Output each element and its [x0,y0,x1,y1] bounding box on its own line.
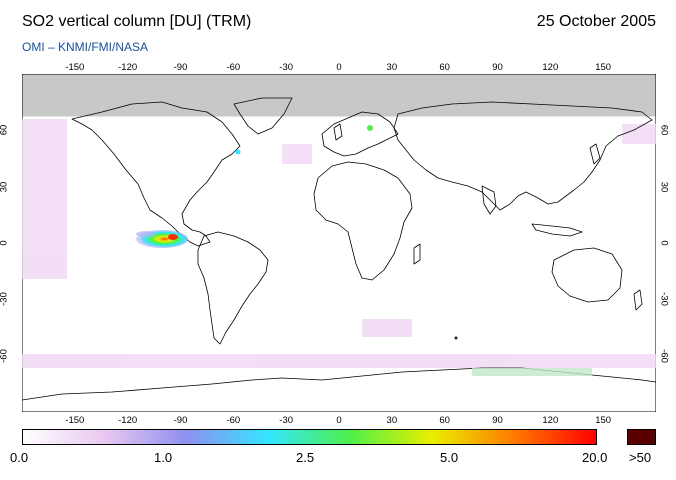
lat-tick-right: -60 [658,348,670,363]
hotspot-scandinavia [367,125,373,131]
lon-tick-bottom: 30 [386,415,398,426]
map-date: 25 October 2005 [536,13,656,30]
lon-tick-bottom: -60 [226,415,241,426]
hotspot-southern-ocean [454,336,458,340]
lat-tick-right: 0 [658,240,670,246]
indonesia-islands [531,223,583,237]
lon-tick-top: 30 [386,62,398,73]
north-america-coast [71,101,241,247]
africa-coast [313,161,413,281]
lat-tick-right: 30 [658,181,670,192]
japan-coast [589,143,601,165]
plume-tail [136,231,156,237]
hotspot-antarctic-coast [472,368,592,376]
lon-tick-top: -150 [65,62,85,73]
lon-tick-bottom: 90 [492,415,503,426]
lat-tick-left: 30 [0,181,10,192]
lon-tick-bottom: -150 [65,415,85,426]
colorbar-label-0: 0.0 [10,450,29,465]
lat-tick-left: 60 [0,125,10,136]
lon-tick-bottom: 120 [542,415,559,426]
lon-tick-top: -30 [279,62,294,73]
new-zealand-coast [633,289,643,311]
colorbar-label-1: 1.0 [154,450,173,465]
lat-tick-right: 60 [658,125,670,136]
minor-so2-hotspots [235,125,592,376]
colorbar-label-3: 5.0 [440,450,459,465]
lat-tick-left: -30 [0,292,10,307]
polar-no-data-region [22,74,656,117]
lon-tick-bottom: -90 [173,415,188,426]
lon-tick-top: 0 [336,62,342,73]
madagascar-coast [413,243,421,265]
lon-tick-bottom: 60 [439,415,450,426]
lon-tick-top: 90 [492,62,503,73]
lon-tick-bottom: 150 [595,415,612,426]
data-credit: OMI – KNMI/FMI/NASA [22,40,149,54]
europe-coast [321,111,399,157]
color-scale-overflow-swatch [627,429,656,445]
lon-tick-top: -90 [173,62,188,73]
colorbar-label-4: 20.0 [582,450,608,465]
background-noise [22,119,656,368]
greenland-coast [233,97,293,135]
lon-tick-top: 120 [542,62,559,73]
lat-tick-left: 0 [0,240,10,245]
lon-tick-top: -60 [226,62,241,73]
australia-coast [551,247,623,303]
lon-tick-bottom: 0 [336,415,342,426]
colorbar-label-2: 2.5 [296,450,315,465]
lat-tick-right: -30 [658,292,670,307]
lon-tick-top: 60 [439,62,450,73]
so2-world-map [22,74,656,412]
uk-coast [333,123,343,141]
india-coast [481,185,497,215]
so2-plume-galapagos [136,230,188,248]
lon-tick-top: -120 [118,62,138,73]
lon-tick-bottom: -120 [118,415,138,426]
lon-tick-bottom: -30 [279,415,294,426]
asia-coast [393,101,653,211]
colorbar-overflow-label: >50 [629,450,652,465]
color-scale-bar [22,429,597,445]
hotspot-newfoundland [235,149,241,155]
lon-tick-top: 150 [595,62,612,73]
map-title: SO2 vertical column [DU] (TRM) [22,13,252,30]
south-america-coast [197,231,269,345]
plume-core [168,234,178,240]
lat-tick-left: -60 [0,348,10,363]
